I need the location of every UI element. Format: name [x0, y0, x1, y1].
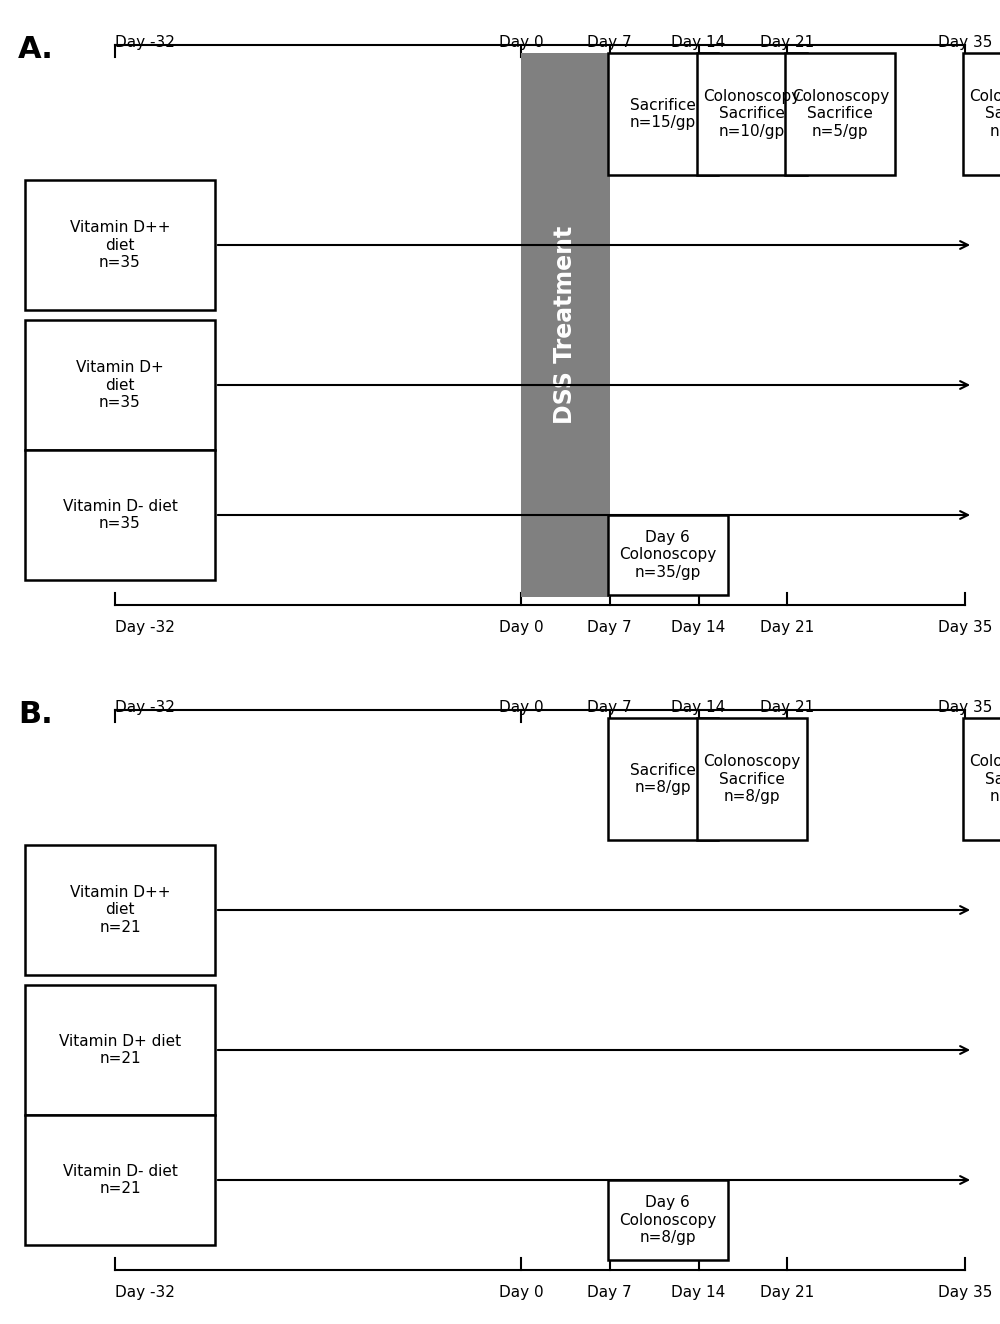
Bar: [785, 53, 895, 175]
Text: Day 7: Day 7: [587, 620, 632, 636]
Text: Day 21: Day 21: [760, 620, 815, 636]
Text: Vitamin D++
diet
n=35: Vitamin D++ diet n=35: [70, 220, 170, 270]
Text: Colonoscopy
Sacrifice
n=8/gp: Colonoscopy Sacrifice n=8/gp: [703, 755, 800, 804]
Text: Day -32: Day -32: [115, 34, 175, 50]
Text: B.: B.: [18, 700, 53, 730]
Text: Day 7: Day 7: [587, 1286, 632, 1300]
Text: Day 0: Day 0: [499, 1286, 543, 1300]
Text: Day 14: Day 14: [671, 700, 726, 715]
Bar: [608, 1180, 728, 1260]
Text: Day 14: Day 14: [671, 34, 726, 50]
Text: Day -32: Day -32: [115, 620, 175, 636]
Text: DSS Treatment: DSS Treatment: [553, 226, 577, 424]
Bar: [963, 53, 1000, 175]
Bar: [25, 180, 215, 310]
Text: Colonoscopy
Sacrifice
n=5/gp: Colonoscopy Sacrifice n=5/gp: [969, 755, 1000, 804]
Bar: [25, 320, 215, 450]
Text: Day 14: Day 14: [671, 1286, 726, 1300]
Text: Day 35: Day 35: [938, 620, 992, 636]
Bar: [608, 515, 728, 594]
Text: Day 21: Day 21: [760, 700, 815, 715]
Text: Colonoscopy
Sacrifice
n=10/gp: Colonoscopy Sacrifice n=10/gp: [703, 89, 800, 139]
Text: Vitamin D+
diet
n=35: Vitamin D+ diet n=35: [76, 360, 164, 410]
Bar: [25, 450, 215, 580]
Bar: [697, 53, 807, 175]
Bar: [25, 845, 215, 974]
Bar: [697, 718, 807, 839]
Text: Vitamin D- diet
n=35: Vitamin D- diet n=35: [63, 499, 177, 531]
Text: Day 0: Day 0: [499, 34, 543, 50]
Bar: [521, 53, 610, 597]
Text: Day 0: Day 0: [499, 620, 543, 636]
Text: Day 35: Day 35: [938, 700, 992, 715]
Text: Vitamin D- diet
n=21: Vitamin D- diet n=21: [63, 1164, 177, 1196]
Text: Day 6
Colonoscopy
n=8/gp: Day 6 Colonoscopy n=8/gp: [619, 1196, 716, 1245]
Text: Sacrifice
n=8/gp: Sacrifice n=8/gp: [630, 763, 696, 796]
Text: Day 21: Day 21: [760, 1286, 815, 1300]
Text: Day -32: Day -32: [115, 700, 175, 715]
Text: Sacrifice
n=15/gp: Sacrifice n=15/gp: [630, 98, 696, 130]
Bar: [25, 985, 215, 1115]
Text: Day 21: Day 21: [760, 34, 815, 50]
Text: Day 14: Day 14: [671, 620, 726, 636]
Text: Day 35: Day 35: [938, 1286, 992, 1300]
Text: Day 35: Day 35: [938, 34, 992, 50]
Text: Colonoscopy
Sacrifice
n=5/gp: Colonoscopy Sacrifice n=5/gp: [969, 89, 1000, 139]
Text: Day 6
Colonoscopy
n=35/gp: Day 6 Colonoscopy n=35/gp: [619, 530, 716, 580]
Text: Day 7: Day 7: [587, 700, 632, 715]
Text: Day 7: Day 7: [587, 34, 632, 50]
Text: Day 0: Day 0: [499, 700, 543, 715]
Bar: [963, 718, 1000, 839]
Bar: [608, 718, 718, 839]
Text: Vitamin D++
diet
n=21: Vitamin D++ diet n=21: [70, 886, 170, 935]
Text: Day -32: Day -32: [115, 1286, 175, 1300]
Text: Colonoscopy
Sacrifice
n=5/gp: Colonoscopy Sacrifice n=5/gp: [792, 89, 889, 139]
Text: A.: A.: [18, 34, 54, 64]
Bar: [25, 1115, 215, 1245]
Bar: [608, 53, 718, 175]
Text: Vitamin D+ diet
n=21: Vitamin D+ diet n=21: [59, 1034, 181, 1066]
